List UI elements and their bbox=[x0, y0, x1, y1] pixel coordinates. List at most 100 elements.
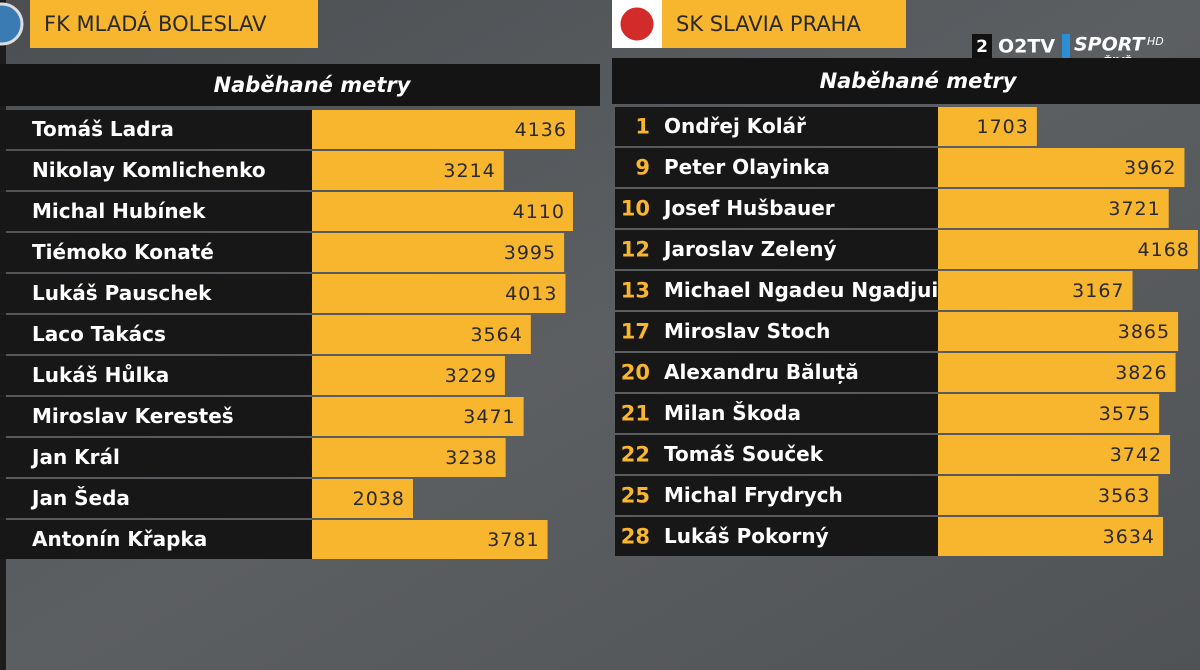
value-label: 3634 bbox=[1103, 526, 1155, 548]
player-name: Milan Škoda bbox=[664, 401, 801, 425]
player-name: Lukáš Hůlka bbox=[32, 363, 169, 387]
bar bbox=[312, 192, 573, 231]
player-name: Alexandru Băluță bbox=[664, 360, 859, 384]
player-name: Miroslav Stoch bbox=[664, 319, 830, 343]
channel: 2 bbox=[976, 37, 988, 57]
value-label: 2038 bbox=[353, 488, 405, 510]
bar bbox=[312, 438, 506, 477]
row-background bbox=[615, 517, 938, 556]
value-label: 3865 bbox=[1118, 321, 1170, 343]
bar bbox=[938, 148, 1185, 187]
bar bbox=[312, 315, 531, 354]
team-header bbox=[30, 0, 318, 48]
bar bbox=[312, 233, 565, 272]
row-background bbox=[0, 438, 312, 477]
team-logo bbox=[617, 4, 657, 44]
row-background bbox=[0, 356, 312, 395]
value-label: 3471 bbox=[463, 406, 515, 428]
value-label: 3721 bbox=[1108, 198, 1160, 220]
jersey-number: 25 bbox=[621, 484, 650, 508]
team-header bbox=[662, 0, 906, 48]
value-label: 3238 bbox=[445, 447, 497, 469]
row-background bbox=[615, 476, 938, 515]
value-label: 4168 bbox=[1138, 239, 1190, 261]
bar bbox=[938, 435, 1171, 474]
bar bbox=[312, 397, 524, 436]
player-name: Tiémoko Konaté bbox=[32, 240, 214, 264]
row-background bbox=[615, 353, 938, 392]
bar bbox=[312, 520, 548, 559]
value-label: 3167 bbox=[1072, 280, 1124, 302]
player-name: Tomáš Souček bbox=[664, 442, 824, 466]
player-name: Lukáš Pokorný bbox=[664, 524, 829, 548]
value-label: 3781 bbox=[487, 529, 539, 551]
player-name: Michal Frydrych bbox=[664, 483, 843, 507]
bar bbox=[938, 312, 1179, 351]
row-background bbox=[0, 520, 312, 559]
subtitle: Naběhané metry bbox=[820, 69, 1018, 93]
player-name: Miroslav Keresteš bbox=[32, 404, 234, 428]
row-background bbox=[615, 148, 938, 187]
bar bbox=[938, 271, 1133, 310]
bar bbox=[938, 107, 1037, 146]
jersey-number: 21 bbox=[621, 402, 650, 426]
row-background bbox=[0, 274, 312, 313]
row-background bbox=[0, 110, 312, 149]
subtitle-bar bbox=[0, 64, 600, 106]
bar bbox=[938, 394, 1160, 433]
subtitle-bar bbox=[612, 58, 1200, 104]
divider bbox=[1062, 34, 1070, 58]
player-name: Ondřej Kolář bbox=[664, 114, 806, 138]
jersey-number: 28 bbox=[621, 525, 650, 549]
jersey-number: 9 bbox=[635, 156, 650, 180]
team-name: SK SLAVIA PRAHA bbox=[676, 12, 861, 36]
jersey-number: 13 bbox=[621, 279, 650, 303]
player-name: Peter Olayinka bbox=[664, 155, 830, 179]
jersey-number: 20 bbox=[621, 361, 650, 385]
bar bbox=[312, 356, 505, 395]
bar bbox=[938, 353, 1176, 392]
player-name: Laco Takács bbox=[32, 322, 166, 346]
value-label: 3575 bbox=[1099, 403, 1151, 425]
value-label: 3563 bbox=[1098, 485, 1150, 507]
row-background bbox=[615, 271, 938, 310]
brand: O2TV bbox=[998, 36, 1055, 58]
row-background bbox=[0, 397, 312, 436]
value-label: 3962 bbox=[1124, 157, 1176, 179]
row-background bbox=[0, 151, 312, 190]
row-background bbox=[0, 192, 312, 231]
value-label: 4110 bbox=[513, 201, 565, 223]
bar bbox=[312, 274, 566, 313]
value-label: 3826 bbox=[1115, 362, 1167, 384]
bar bbox=[938, 517, 1164, 556]
hd: HD bbox=[1147, 35, 1164, 48]
player-name: Jan Šeda bbox=[30, 486, 130, 510]
player-name: Lukáš Pauschek bbox=[32, 281, 212, 305]
row-background bbox=[615, 394, 938, 433]
value-label: 3742 bbox=[1110, 444, 1162, 466]
jersey-number: 12 bbox=[621, 238, 650, 262]
row-background bbox=[615, 107, 938, 146]
player-name: Nikolay Komlichenko bbox=[32, 158, 266, 182]
row-background bbox=[615, 312, 938, 351]
player-name: Michal Hubínek bbox=[32, 199, 206, 223]
player-name: Antonín Křapka bbox=[32, 527, 207, 551]
sport: SPORT bbox=[1074, 34, 1147, 56]
bar bbox=[312, 110, 575, 149]
player-name: Jan Král bbox=[30, 445, 120, 469]
row-background bbox=[0, 479, 312, 518]
row-background bbox=[0, 233, 312, 272]
bar bbox=[938, 230, 1198, 269]
player-name: Josef Hušbauer bbox=[662, 196, 835, 220]
value-label: 3995 bbox=[504, 242, 556, 264]
bar bbox=[938, 476, 1159, 515]
row-background bbox=[0, 315, 312, 354]
bar bbox=[312, 151, 504, 190]
player-name: Michael Ngadeu Ngadjui bbox=[664, 278, 938, 302]
jersey-number: 10 bbox=[621, 197, 650, 221]
jersey-number: 1 bbox=[635, 115, 650, 139]
row-background bbox=[615, 435, 938, 474]
row-background bbox=[615, 230, 938, 269]
